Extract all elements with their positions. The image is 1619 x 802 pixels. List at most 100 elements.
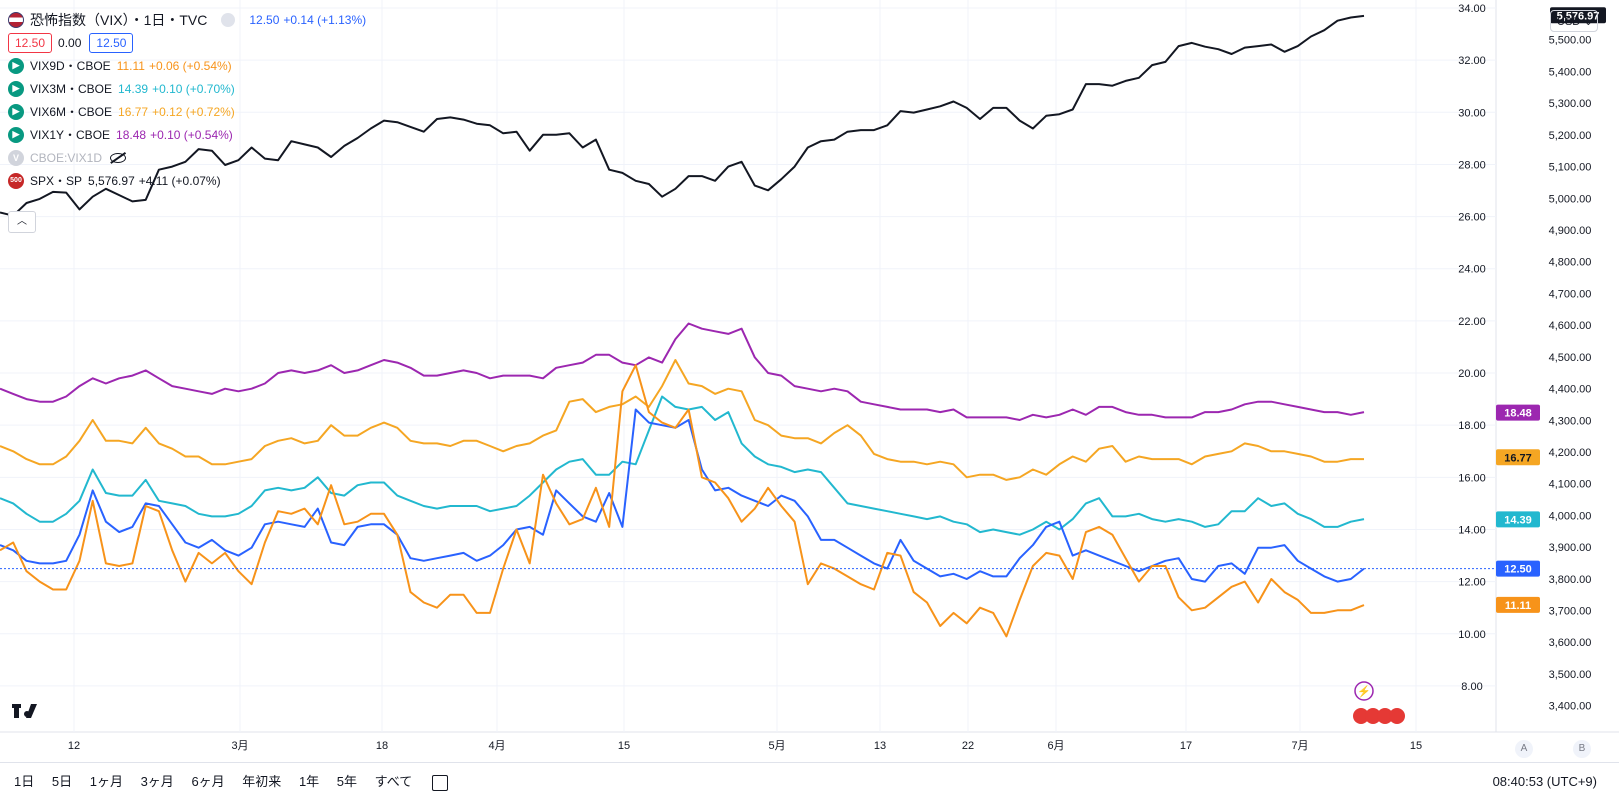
- left-axis-tick-label: 20.00: [1458, 368, 1486, 380]
- legend-item[interactable]: ▶ VIX1Y・CBOE 18.48 +0.10 (+0.54%): [8, 123, 366, 146]
- range-1d[interactable]: 1日: [14, 774, 35, 789]
- legend: 恐怖指数（VIX）・1日・TVC 12.50 +0.14 (+1.13%) 12…: [8, 8, 366, 192]
- time-axis-tick-label: 3月: [231, 740, 248, 752]
- auto-scale-button[interactable]: A: [1515, 740, 1533, 758]
- last-value-text: 14.39: [1504, 514, 1532, 526]
- clock[interactable]: 08:40:53 (UTC+9): [1492, 774, 1597, 789]
- chevron-up-icon: ︿: [17, 216, 27, 227]
- right-axis-tick-label: 5,200.00: [1549, 130, 1592, 142]
- last-value-text: 18.48: [1504, 408, 1532, 420]
- legend-value: 11.11: [116, 58, 145, 73]
- bottom-toolbar: 1日 5日 1ヶ月 3ヶ月 6ヶ月 年初来 1年 5年 すべて 08:40:53…: [0, 762, 1619, 802]
- left-axis-tick-label: 10.00: [1458, 629, 1486, 641]
- time-axis-tick-label: 5月: [768, 740, 785, 752]
- last-value-labels: 5,576.97 18.48 16.77 14.39 12.50 11.11: [1496, 7, 1606, 613]
- currency-label: USD: [1557, 16, 1581, 28]
- time-axis-tick-label: 18: [376, 740, 388, 752]
- legend-item[interactable]: ▶ VIX9D・CBOE 11.11 +0.06 (+0.54%): [8, 54, 366, 77]
- us-flag-icon: [8, 11, 24, 28]
- left-axis-tick-label: 14.00: [1458, 524, 1486, 536]
- right-axis-tick-label: 5,500.00: [1549, 35, 1592, 47]
- last-value-badge: [1496, 404, 1540, 421]
- legend-item[interactable]: 500 SPX・SP 5,576.97 +4.11 (+0.07%): [8, 169, 366, 192]
- play-icon: ▶: [8, 80, 24, 97]
- grid: [0, 0, 1496, 732]
- 500-badge-icon: 500: [8, 172, 24, 189]
- range-3m[interactable]: 3ヶ月: [140, 774, 174, 789]
- right-axis-tick-label: 4,200.00: [1549, 447, 1592, 459]
- left-axis-tick-label: 16.00: [1458, 472, 1486, 484]
- legend-item-hidden[interactable]: V CBOE:VIX1D: [8, 146, 366, 169]
- range-5d[interactable]: 5日: [51, 774, 73, 789]
- right-axis-tick-label: 5,000.00: [1549, 193, 1592, 205]
- range-ytd[interactable]: 年初来: [242, 774, 282, 789]
- range-5y[interactable]: 5年: [336, 774, 358, 789]
- left-axis-tick-label: 24.00: [1458, 264, 1486, 276]
- last-value-text: 5,576.97: [1557, 10, 1600, 22]
- legend-change: +0.10 (+0.54%): [150, 127, 233, 142]
- left-axis-tick-label: 12.00: [1458, 577, 1486, 589]
- legend-item[interactable]: ▶ VIX6M・CBOE 16.77 +0.12 (+0.72%): [8, 100, 366, 123]
- legend-item[interactable]: ▶ VIX3M・CBOE 14.39 +0.10 (+0.70%): [8, 77, 366, 100]
- event-icons[interactable]: ⚡: [1353, 681, 1405, 724]
- last-value-badge: [1496, 560, 1540, 577]
- series-line-vix3mcboe: [0, 395, 1365, 536]
- right-axis-tick-label: 4,700.00: [1549, 288, 1592, 300]
- eye-off-icon[interactable]: [110, 151, 127, 164]
- tv-logo: [12, 704, 37, 718]
- auto-scale-label: A: [1520, 743, 1528, 754]
- last-value-text: 11.11: [1505, 600, 1531, 612]
- right-axis-tick-label: 5,400.00: [1549, 66, 1592, 78]
- status-icon[interactable]: [221, 12, 236, 27]
- legend-symbol: VIX9D・CBOE: [30, 59, 111, 73]
- log-scale-label: B: [1578, 743, 1586, 754]
- time-axis-tick-label: 12: [68, 740, 80, 752]
- left-axis-tick-label: 34.00: [1458, 3, 1486, 15]
- range-all[interactable]: すべて: [374, 774, 413, 789]
- time-axis-tick-label: 7月: [1291, 740, 1308, 752]
- range-6m[interactable]: 6ヶ月: [191, 774, 225, 789]
- last-value-badge: [1496, 596, 1540, 613]
- time-axis-tick-label: 22: [962, 740, 974, 752]
- chevron-down-icon: ⌄: [1583, 16, 1593, 28]
- legend-change: +0.12 (+0.72%): [152, 104, 235, 119]
- right-axis-tick-label: 5,300.00: [1549, 98, 1592, 110]
- legend-value: 16.77: [118, 104, 149, 119]
- left-axis-tick-label: 28.00: [1458, 159, 1486, 171]
- right-axis-tick-label: 5,100.00: [1549, 162, 1592, 174]
- bid-box[interactable]: 12.50: [8, 32, 53, 53]
- series-line-spxsp: [0, 14, 1365, 217]
- time-axis-tick-label: 13: [874, 740, 886, 752]
- legend-main: 恐怖指数（VIX）・1日・TVC 12.50 +0.14 (+1.13%): [8, 8, 366, 31]
- compare-icon[interactable]: [431, 774, 448, 791]
- right-axis-tick-label: 4,300.00: [1549, 415, 1592, 427]
- range-1y[interactable]: 1年: [298, 774, 320, 789]
- right-axis-tick-label: 4,000.00: [1549, 510, 1592, 522]
- ask-box[interactable]: 12.50: [89, 32, 134, 53]
- legend-symbol: SPX・SP: [30, 174, 83, 188]
- play-icon: ▶: [8, 57, 24, 74]
- currency-select[interactable]: USD ⌄: [1550, 10, 1598, 32]
- legend-change: +4.11 (+0.07%): [138, 173, 221, 188]
- left-axis-tick-label: 32.00: [1458, 55, 1486, 67]
- last-value-badge: [1550, 7, 1606, 24]
- series-layer: [0, 14, 1365, 638]
- time-axis-tick-label: 6月: [1047, 740, 1064, 752]
- time-axis-tick-label: 4月: [488, 740, 505, 752]
- last-value-badge: [1496, 449, 1540, 466]
- symbol-title[interactable]: 恐怖指数（VIX）・1日・TVC: [30, 11, 208, 28]
- time-axis-tick-label: 17: [1180, 740, 1192, 752]
- legend-change: +0.06 (+0.54%): [148, 58, 232, 73]
- legend-symbol: VIX3M・CBOE: [30, 82, 113, 96]
- range-1m[interactable]: 1ヶ月: [89, 774, 123, 789]
- log-scale-button[interactable]: B: [1573, 740, 1591, 758]
- right-axis-tick-label: 3,800.00: [1549, 574, 1592, 586]
- collapse-legend-button[interactable]: ︿: [8, 211, 36, 233]
- right-axis-tick-label: 4,500.00: [1549, 352, 1592, 364]
- legend-symbol: CBOE:VIX1D: [30, 150, 103, 165]
- left-axis-tick-label: 26.00: [1458, 212, 1486, 224]
- time-axis-tick-label: 15: [1410, 740, 1422, 752]
- quote-row: 12.50 0.00 12.50: [8, 31, 366, 54]
- left-axis-tick-label: 22.00: [1458, 316, 1486, 328]
